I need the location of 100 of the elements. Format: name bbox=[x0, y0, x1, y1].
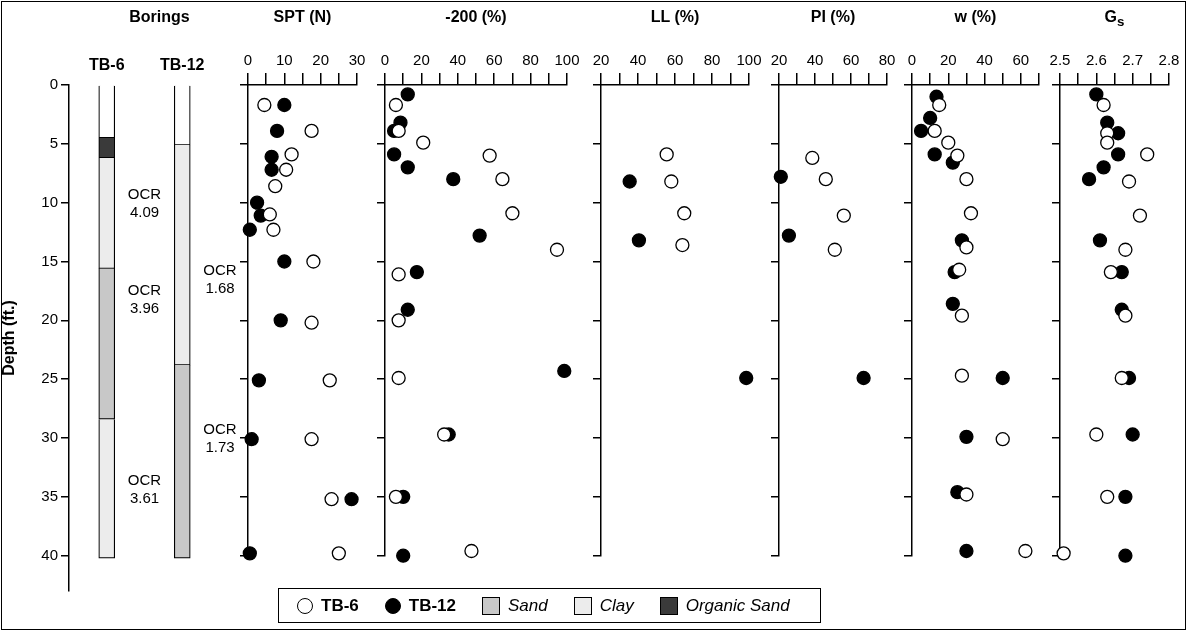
point bbox=[1114, 370, 1129, 386]
point bbox=[391, 313, 406, 328]
point bbox=[1056, 546, 1071, 561]
x-tick-label: 2.6 bbox=[1085, 51, 1107, 69]
point bbox=[409, 264, 424, 280]
point bbox=[249, 195, 265, 210]
y-tick-label: 40 bbox=[41, 545, 58, 563]
point bbox=[1110, 147, 1126, 162]
x-tick-label: 20 bbox=[770, 51, 788, 69]
point bbox=[391, 370, 406, 386]
point bbox=[331, 546, 346, 561]
point bbox=[244, 432, 259, 447]
point bbox=[251, 373, 267, 388]
chart-title: G$_{s}$ bbox=[1104, 8, 1125, 30]
x-tick-label: 10 bbox=[275, 51, 293, 69]
legend-label: TB-12 bbox=[408, 595, 457, 615]
point bbox=[922, 110, 938, 126]
point bbox=[945, 296, 960, 312]
point bbox=[827, 242, 842, 257]
x-tick-label: TB-6 bbox=[88, 55, 125, 73]
point bbox=[1103, 264, 1119, 280]
point bbox=[954, 368, 970, 383]
point bbox=[304, 432, 319, 447]
y-tick-label: 25 bbox=[41, 369, 58, 387]
x-tick-label: 60 bbox=[1012, 51, 1030, 69]
x-tick-label: 80 bbox=[703, 51, 721, 69]
point bbox=[1096, 97, 1111, 113]
point bbox=[269, 123, 285, 139]
point bbox=[1100, 135, 1115, 150]
point bbox=[388, 489, 404, 505]
point bbox=[954, 308, 970, 323]
point bbox=[391, 123, 406, 139]
x-tick-label: 2.7 bbox=[1122, 51, 1144, 69]
point bbox=[1092, 233, 1108, 248]
point bbox=[995, 370, 1010, 386]
point bbox=[1118, 242, 1133, 257]
point bbox=[959, 429, 974, 444]
x-tick-label: 100 bbox=[736, 51, 762, 69]
x-tick-label: 30 bbox=[348, 51, 366, 69]
legend-label: TB-6 bbox=[321, 595, 359, 615]
x-tick-label: 80 bbox=[522, 51, 539, 69]
x-tick-label: 20 bbox=[592, 51, 610, 69]
x-tick-label: TB-12 bbox=[160, 55, 205, 73]
y-axis-title: Depth (ft.) bbox=[0, 300, 18, 376]
point bbox=[1089, 87, 1104, 102]
point bbox=[631, 233, 647, 248]
point bbox=[1121, 174, 1137, 189]
legend-label: Organic Sand bbox=[685, 595, 790, 615]
point bbox=[932, 97, 947, 113]
point bbox=[306, 254, 321, 269]
point bbox=[659, 147, 674, 162]
point bbox=[400, 302, 415, 317]
y-tick-label: 35 bbox=[41, 487, 58, 504]
x-tick-label: 40 bbox=[449, 51, 467, 69]
x-tick-label: 80 bbox=[878, 51, 896, 69]
annotation: OCR 3.61 bbox=[127, 470, 162, 506]
point bbox=[388, 97, 404, 113]
x-tick-label: 20 bbox=[312, 51, 330, 69]
annotation: OCR 4.09 bbox=[127, 185, 162, 221]
annotation: OCR 1.68 bbox=[203, 260, 237, 296]
point bbox=[963, 206, 979, 221]
x-tick-label: 40 bbox=[806, 51, 824, 69]
point bbox=[273, 313, 288, 328]
point bbox=[437, 427, 452, 442]
point bbox=[324, 492, 339, 507]
point bbox=[1132, 208, 1148, 223]
x-tick-label: 100 bbox=[554, 51, 580, 69]
point bbox=[549, 242, 565, 257]
x-tick-label: 60 bbox=[842, 51, 860, 69]
x-tick-label: 60 bbox=[485, 51, 503, 69]
point bbox=[495, 171, 510, 187]
chart-title: w (%) bbox=[954, 8, 997, 26]
point bbox=[322, 373, 337, 388]
x-tick-label: 40 bbox=[629, 51, 647, 69]
x-tick-label: 2.8 bbox=[1158, 51, 1180, 69]
legend-label: Sand bbox=[508, 595, 548, 615]
point bbox=[1089, 427, 1104, 442]
point bbox=[959, 171, 974, 187]
point bbox=[277, 254, 292, 269]
x-tick-label: 0 bbox=[243, 51, 253, 69]
x-tick-label: 20 bbox=[939, 51, 957, 69]
point bbox=[344, 492, 359, 507]
point bbox=[677, 206, 692, 221]
x-tick-label: 60 bbox=[666, 51, 684, 69]
point bbox=[959, 487, 974, 502]
point bbox=[400, 87, 415, 102]
point bbox=[1081, 171, 1097, 187]
point bbox=[264, 149, 279, 164]
point bbox=[557, 363, 572, 379]
y-tick-label: 0 bbox=[49, 75, 58, 93]
point bbox=[773, 169, 788, 184]
point bbox=[836, 208, 851, 223]
point bbox=[268, 179, 283, 194]
x-tick-label: 40 bbox=[976, 51, 993, 69]
point bbox=[386, 147, 402, 162]
point bbox=[464, 543, 479, 559]
point bbox=[242, 222, 257, 237]
y-tick-label: 15 bbox=[41, 251, 58, 269]
point bbox=[856, 370, 871, 386]
point bbox=[279, 162, 294, 177]
